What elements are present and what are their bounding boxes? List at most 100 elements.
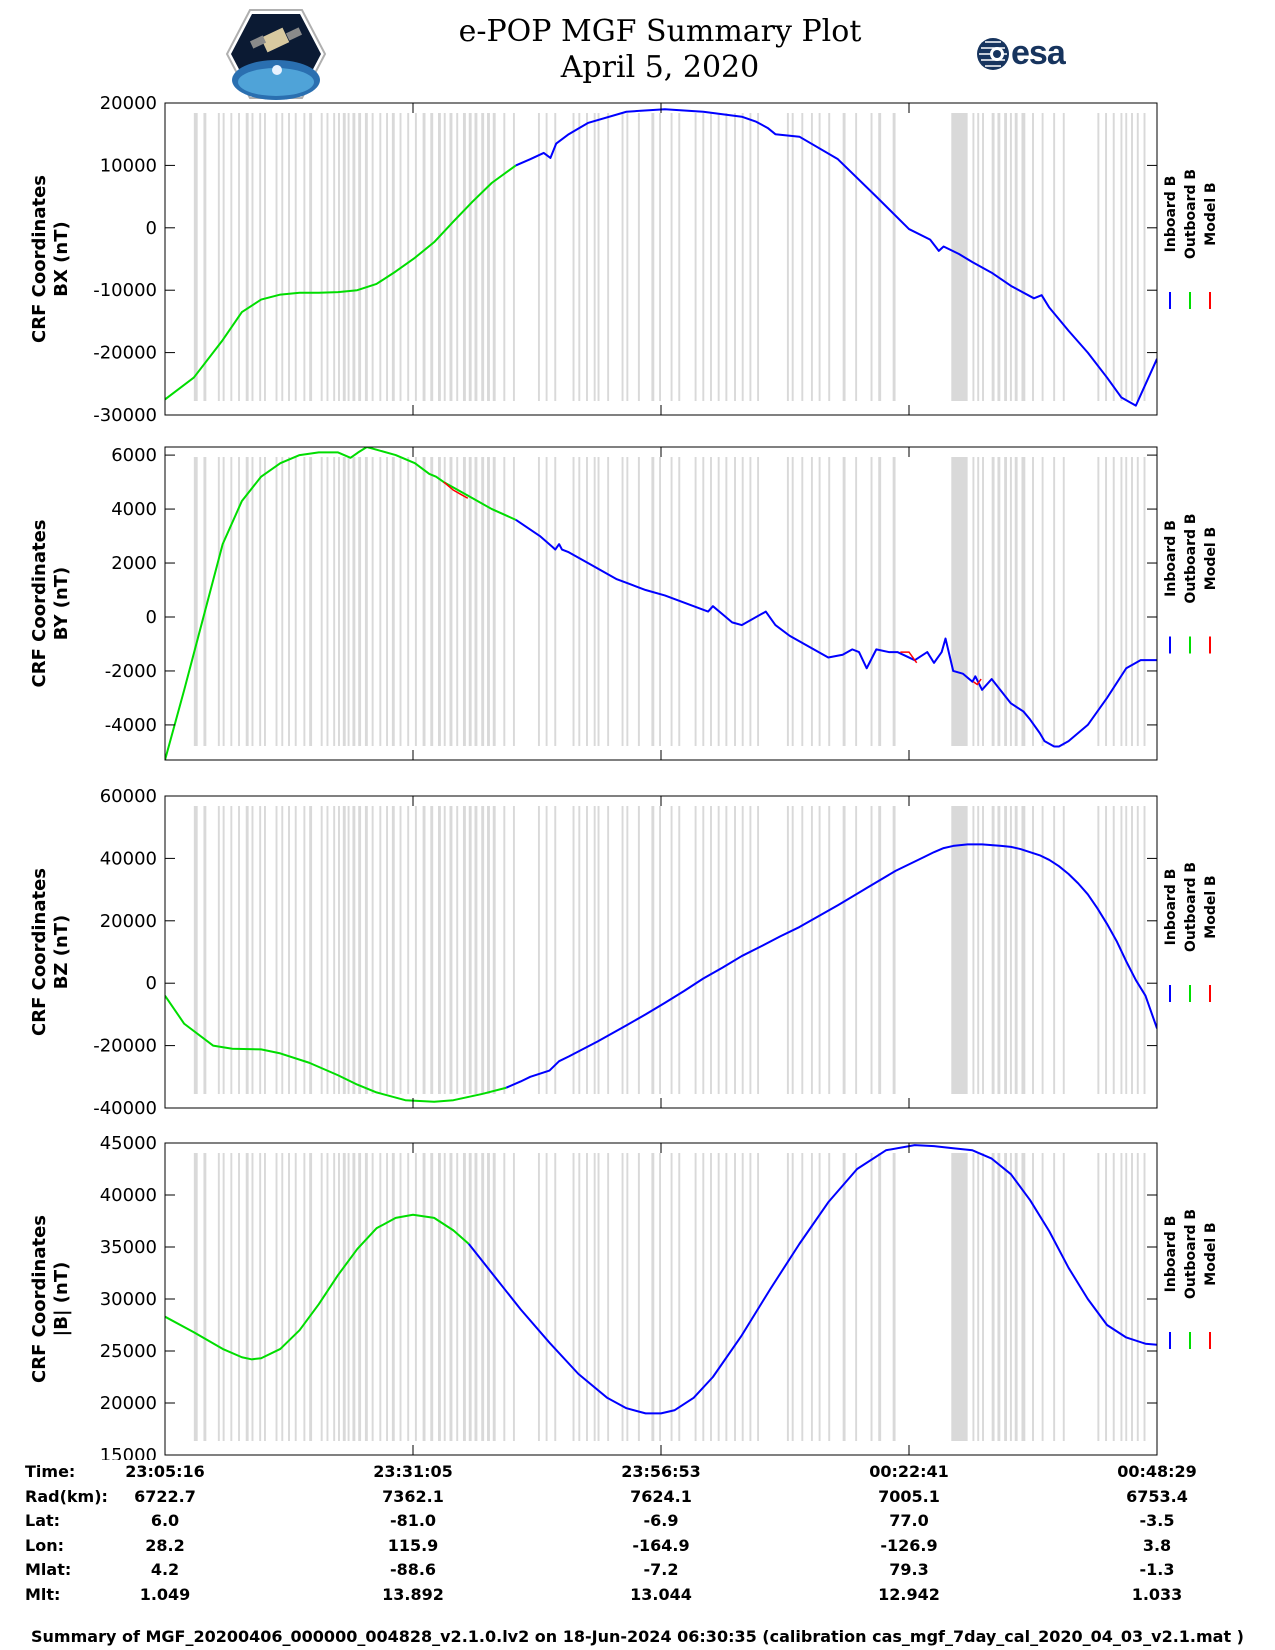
gap-band [757,806,760,1094]
gap-band [1097,113,1100,401]
gap-band [997,113,1001,401]
gap-band [414,1153,417,1441]
gap-band [537,113,540,401]
gap-band [578,113,581,401]
gap-band [503,1153,506,1441]
gap-band [670,113,673,401]
gap-bands [193,806,1146,1094]
gap-band [537,457,540,746]
gap-band [791,1153,794,1441]
gap-band [1021,113,1026,401]
gap-band [347,806,350,1094]
gap-band [1097,1153,1100,1441]
gap-band [749,113,752,401]
gap-band [791,457,794,746]
series-line-model-b [900,651,918,664]
legend: Inboard B Outboard B Model B [1163,862,1219,1002]
gap-band [1041,1153,1044,1441]
gap-band [1014,457,1018,746]
y-tick-label: -40000 [93,1098,157,1119]
gap-band [870,806,873,1094]
gap-band [203,113,207,401]
series-line-inboard-b [515,519,1157,748]
legend-label: Inboard B [1163,869,1179,946]
gap-band [982,113,984,401]
gap-band [741,457,744,746]
chart-panel-4: 15000 20000 25000 30000 35000 40000 45000 CRF C… [29,1133,1219,1460]
gap-band [586,1153,588,1441]
legend-label: Outboard B [1183,1209,1199,1299]
gap-band [456,113,459,401]
gap-band [251,457,254,746]
gap-band [320,113,323,401]
gap-band [245,457,249,746]
gap-band [230,457,233,746]
gap-band [855,113,858,401]
y-tick-label: 60000 [100,786,157,807]
y-axis-label-line1: CRF Coordinates [29,868,50,1036]
gap-band [251,806,254,1094]
gap-band [977,113,980,401]
series-line-model-b [443,481,469,499]
gap-band [217,457,220,746]
gap-band [659,113,661,401]
gap-band [1053,1153,1056,1441]
gap-band [545,457,548,746]
gap-band [855,1153,858,1441]
series-group [165,447,1157,760]
gap-band [342,1153,346,1441]
gap-band [828,457,831,746]
gap-band [786,457,789,746]
gap-band [1105,806,1108,1094]
gap-band [1032,457,1034,746]
info-cell: -126.9 [880,1535,938,1555]
gap-band [791,113,794,401]
gap-band [810,1153,813,1441]
gap-band [749,457,752,746]
gap-band [626,113,629,401]
gap-band [371,1153,374,1441]
legend-label: Model B [1203,1222,1219,1285]
gap-band [238,806,240,1094]
gap-band [1125,1153,1128,1441]
gap-band [725,457,728,746]
gap-bands [193,1153,1146,1441]
gap-band [437,113,441,401]
gap-band [1131,806,1133,1094]
gap-band [1032,806,1034,1094]
gap-band [741,806,744,1094]
gap-band [607,1153,610,1441]
gap-band [281,113,284,401]
gap-band [1125,457,1128,746]
info-cell: 7624.1 [630,1486,692,1506]
gap-band [1143,806,1146,1094]
gap-band [626,806,629,1094]
gap-band [1062,457,1065,746]
gap-band [391,113,395,401]
gap-band [422,113,426,401]
gap-band [379,457,382,746]
gap-band [991,806,995,1094]
gap-band [1032,113,1034,401]
gap-band [399,113,402,401]
gap-band [670,1153,673,1441]
y-tick-label: 20000 [100,93,157,114]
footer-summary: Summary of MGF_20200406_000000_004828_v2… [31,1627,1244,1646]
gap-band [1136,113,1139,401]
gap-band [288,113,290,401]
gap-band [309,806,313,1094]
gap-band [651,806,655,1094]
gap-band [1053,806,1056,1094]
gap-band [245,113,249,401]
gap-band [379,1153,382,1441]
gap-band [537,1153,540,1441]
gap-band [1136,457,1139,746]
gap-band [1014,806,1018,1094]
gap-band [386,1153,389,1441]
gap-band [294,457,297,746]
gap-band [801,457,804,746]
gap-band [430,457,434,746]
gap-band [222,1153,225,1441]
gap-band [338,113,340,401]
gap-band [621,806,624,1094]
